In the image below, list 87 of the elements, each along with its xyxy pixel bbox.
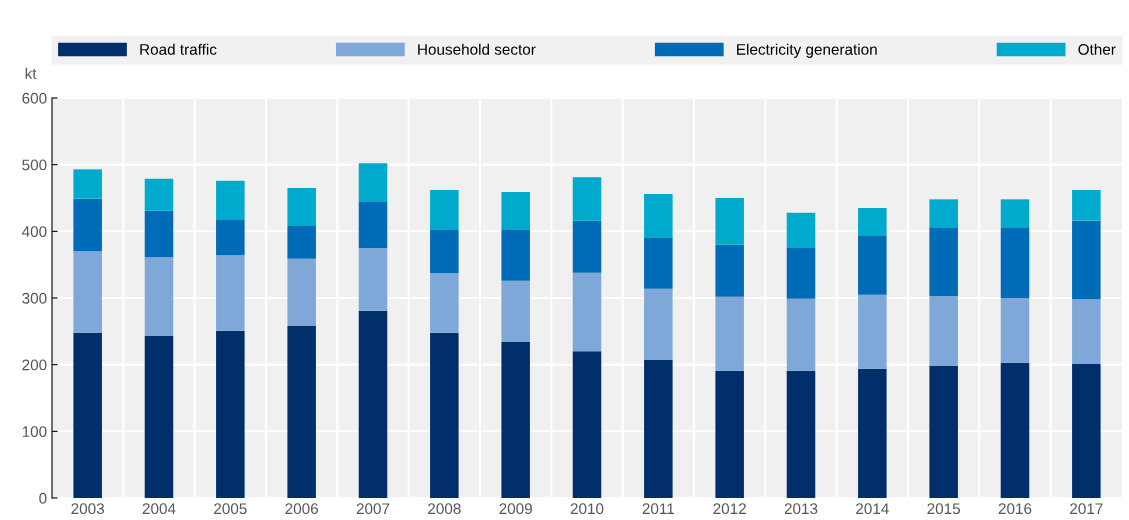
bar <box>715 244 744 297</box>
bar <box>287 326 316 498</box>
bar <box>1000 298 1030 363</box>
bar <box>73 198 102 252</box>
x-tick-label: 2017 <box>1070 503 1103 515</box>
bar <box>929 366 958 498</box>
y-tick-label: 400 <box>22 226 47 238</box>
bar <box>929 227 958 296</box>
x-tick-label: 2011 <box>642 503 675 515</box>
bar <box>216 255 245 331</box>
bar <box>858 294 887 369</box>
bar <box>929 296 958 366</box>
legend-label: Road traffic <box>140 43 217 55</box>
bar <box>430 332 459 498</box>
bar <box>216 330 245 498</box>
bar <box>786 247 816 299</box>
bar <box>287 225 316 259</box>
bar <box>358 310 388 498</box>
bar <box>358 248 388 311</box>
bar <box>929 199 958 228</box>
bar <box>430 273 459 333</box>
bar <box>786 212 816 248</box>
bar <box>644 194 673 238</box>
legend-label: Electricity generation <box>737 43 877 58</box>
x-tick-label: 2006 <box>285 503 318 515</box>
bar <box>1072 299 1101 364</box>
bar <box>216 180 245 220</box>
y-tick-label: 300 <box>22 292 47 304</box>
bar <box>572 272 602 352</box>
bar <box>144 210 174 258</box>
bar <box>73 332 102 498</box>
bar <box>1072 364 1101 498</box>
bar <box>715 370 744 498</box>
bar <box>1000 227 1030 298</box>
x-tick-label: 2015 <box>927 503 961 515</box>
y-tick-label: 600 <box>22 92 47 104</box>
bar <box>572 220 602 273</box>
bar <box>501 192 530 230</box>
bar <box>858 235 887 295</box>
x-tick-label: 2009 <box>499 503 532 515</box>
y-axis-title: kt <box>25 67 37 79</box>
bar <box>786 370 816 498</box>
bar <box>858 208 887 236</box>
y-tick-label: 500 <box>22 159 47 171</box>
bar <box>144 178 174 211</box>
bar <box>358 202 388 248</box>
bar <box>73 251 102 333</box>
bar <box>430 190 459 230</box>
bar <box>644 237 673 289</box>
x-tick-label: 2008 <box>428 503 461 515</box>
x-tick-label: 2005 <box>214 503 247 515</box>
x-tick-label: 2007 <box>356 503 390 515</box>
bar <box>644 288 673 360</box>
bar <box>144 336 174 498</box>
bar <box>73 169 102 199</box>
bar <box>287 188 316 226</box>
bar <box>501 229 530 281</box>
bar <box>644 360 673 498</box>
y-tick-label: 0 <box>39 492 47 504</box>
x-tick-label: 2016 <box>998 503 1032 515</box>
bar <box>501 342 530 498</box>
bar <box>858 368 887 498</box>
bar <box>216 220 245 256</box>
bar <box>715 296 744 371</box>
bar <box>1000 362 1030 498</box>
bar <box>1000 199 1030 228</box>
bar <box>1072 220 1101 300</box>
y-tick-label: 100 <box>22 426 47 438</box>
x-tick-label: 2014 <box>856 503 889 515</box>
x-tick-label: 2010 <box>570 503 604 515</box>
bar <box>715 198 744 245</box>
legend-label: Household sector <box>418 43 536 55</box>
bar <box>287 258 316 326</box>
x-tick-label: 2003 <box>71 503 104 515</box>
bar <box>501 280 530 342</box>
legend-label: Other <box>1078 43 1116 55</box>
x-tick-label: 2013 <box>784 503 818 515</box>
x-tick-label: 2004 <box>142 503 176 515</box>
bar <box>144 257 174 336</box>
bar <box>430 229 459 274</box>
x-tick-label: 2012 <box>713 503 746 515</box>
bar <box>786 298 816 371</box>
bar <box>572 351 602 498</box>
bar <box>1072 190 1101 221</box>
bar <box>358 163 388 202</box>
bar <box>572 177 602 221</box>
y-tick-label: 200 <box>22 359 47 371</box>
